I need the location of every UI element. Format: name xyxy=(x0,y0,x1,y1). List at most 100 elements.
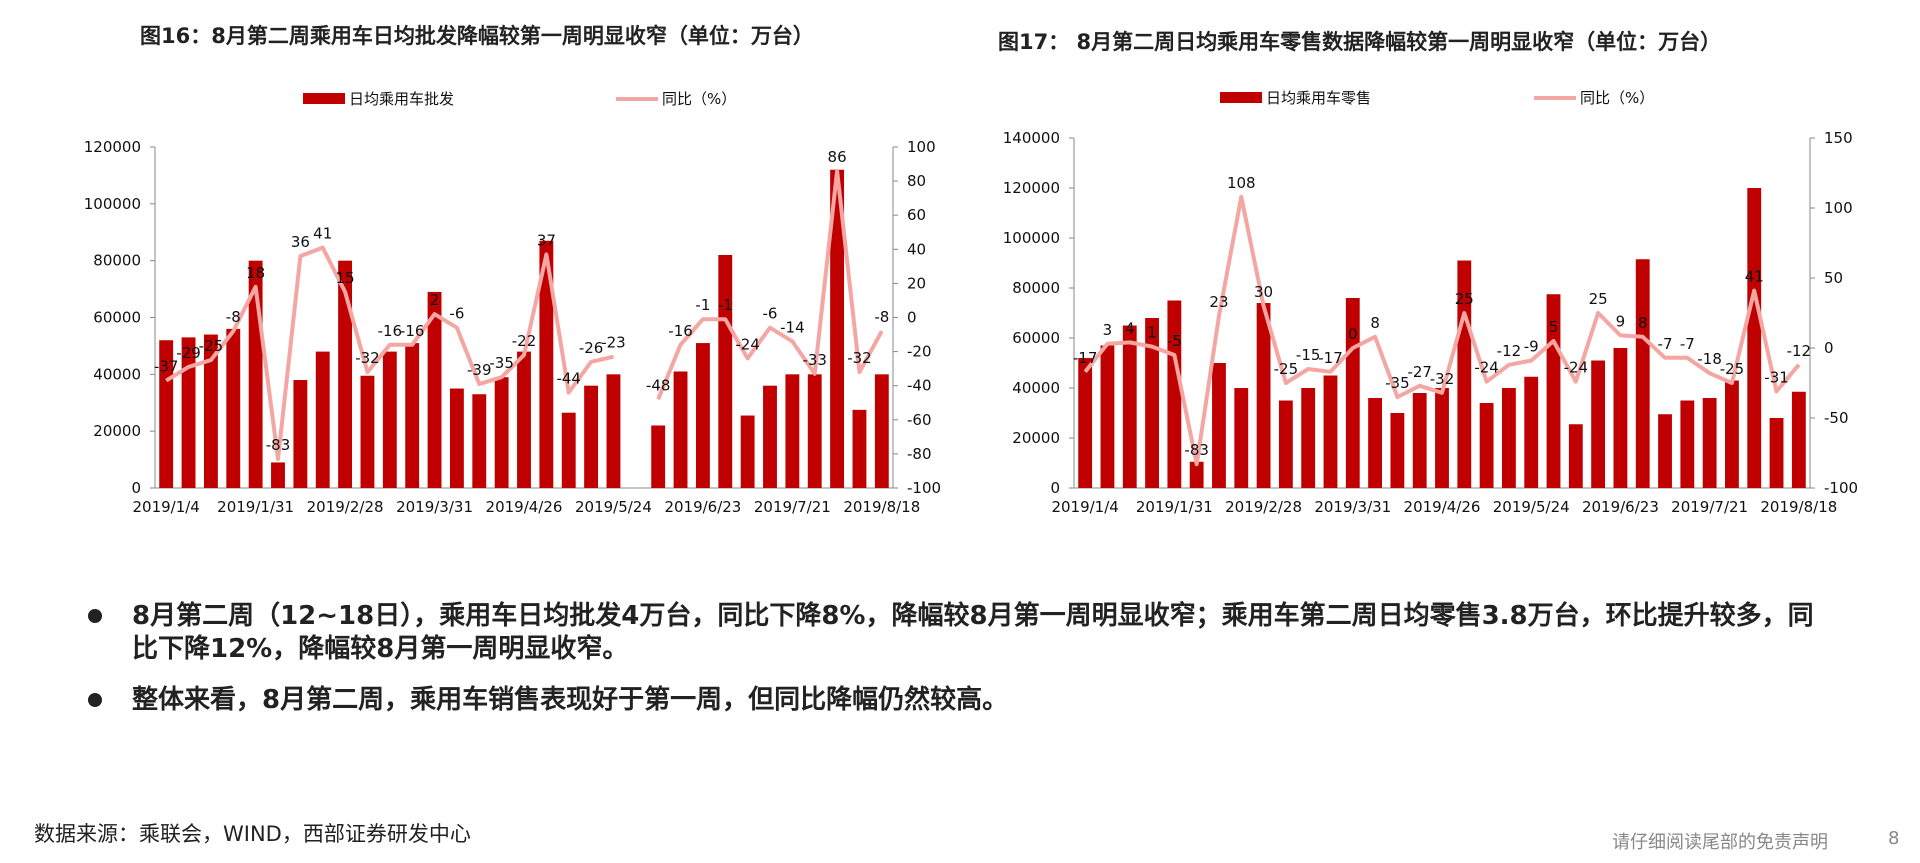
bar xyxy=(874,374,889,488)
data-label: -7 xyxy=(1658,335,1673,353)
data-label: -6 xyxy=(763,305,778,323)
bar xyxy=(807,374,822,488)
y-right-tick-label: -100 xyxy=(907,479,941,497)
y-right-tick-label: -50 xyxy=(1824,409,1849,427)
bullet-text: 整体来看，8月第二周，乘用车销售表现好于第一周，但同比降幅仍然较高。 xyxy=(132,685,1009,715)
y-left-tick-label: 140000 xyxy=(1003,129,1060,147)
bar xyxy=(449,388,464,488)
bar xyxy=(1747,188,1762,488)
data-label: -32 xyxy=(355,349,380,367)
yoy-series-line xyxy=(165,168,884,461)
bar xyxy=(1234,388,1249,488)
bar xyxy=(673,371,688,488)
data-label: -33 xyxy=(802,351,827,369)
bullet-item: 整体来看，8月第二周，乘用车销售表现好于第一周，但同比降幅仍然较高。 xyxy=(88,684,1828,717)
x-tick-label: 2019/1/31 xyxy=(1136,498,1213,516)
data-label: -12 xyxy=(1787,342,1812,360)
data-label: -23 xyxy=(601,334,626,352)
bar xyxy=(606,374,621,488)
y-right-tick-label: -60 xyxy=(907,411,932,429)
bar xyxy=(830,169,845,488)
y-right-tick-label: 40 xyxy=(907,240,926,258)
data-label: -15 xyxy=(1296,346,1321,364)
x-tick-label: 2019/5/24 xyxy=(575,498,652,516)
x-tick-label: 2019/6/23 xyxy=(664,498,741,516)
y-left-tick-label: 40000 xyxy=(1012,379,1060,397)
data-label: -83 xyxy=(1184,441,1209,459)
data-label: -29 xyxy=(176,344,201,362)
legend-label: 日均乘用车零售 xyxy=(1266,89,1371,107)
bar xyxy=(517,351,531,488)
bar xyxy=(181,337,196,488)
data-label: -16 xyxy=(668,322,693,340)
data-label: 5 xyxy=(1549,318,1559,336)
x-tick-label: 2019/4/26 xyxy=(486,498,563,516)
data-label: -27 xyxy=(1407,363,1432,381)
bar xyxy=(1635,259,1650,488)
data-label: 15 xyxy=(336,269,355,287)
data-label: -83 xyxy=(266,436,291,454)
bar xyxy=(1435,388,1449,488)
bar xyxy=(1412,393,1427,488)
data-label: -17 xyxy=(1073,349,1098,367)
x-tick-label: 2019/1/4 xyxy=(132,498,199,516)
y-right-tick-label: 50 xyxy=(1824,269,1843,287)
y-right-tick-label: -40 xyxy=(907,377,932,395)
data-label: 108 xyxy=(1227,174,1256,192)
x-tick-label: 2019/1/4 xyxy=(1051,498,1118,516)
y-right-tick-label: -20 xyxy=(907,343,932,361)
data-label: -31 xyxy=(1764,368,1789,386)
data-label: 0 xyxy=(1348,325,1358,343)
data-label: -8 xyxy=(874,308,889,326)
bullet-dot-icon xyxy=(88,609,102,623)
x-tick-label: 2019/3/31 xyxy=(1314,498,1391,516)
bar xyxy=(1368,398,1383,488)
data-label: -44 xyxy=(556,370,581,388)
data-label: -16 xyxy=(378,322,403,340)
y-left-tick-label: 20000 xyxy=(1012,429,1060,447)
data-label: -12 xyxy=(1497,342,1522,360)
data-label: 23 xyxy=(1209,293,1228,311)
y-right-tick-label: 0 xyxy=(907,309,917,327)
bar xyxy=(740,415,755,488)
legend-bar-swatch xyxy=(303,93,345,104)
y-right-tick-label: 150 xyxy=(1824,129,1853,147)
bar xyxy=(226,328,241,488)
data-label: -8 xyxy=(226,308,241,326)
data-label: 37 xyxy=(537,231,556,249)
y-right-tick-label: -100 xyxy=(1824,479,1858,497)
data-label: -14 xyxy=(780,318,805,336)
bar xyxy=(1725,380,1739,488)
data-label: 36 xyxy=(291,233,310,251)
data-label: -1 xyxy=(718,296,733,314)
bar xyxy=(561,412,576,488)
y-right-tick-label: 80 xyxy=(907,172,926,190)
bar xyxy=(1122,325,1137,488)
y-left-tick-label: 100000 xyxy=(1003,229,1060,247)
data-label: -18 xyxy=(1697,350,1722,368)
x-tick-label: 2019/7/21 xyxy=(1671,498,1748,516)
data-label: -24 xyxy=(1564,359,1589,377)
bar xyxy=(1256,303,1271,488)
data-label: -9 xyxy=(1524,338,1539,356)
y-right-tick-label: 0 xyxy=(1824,339,1834,357)
y-left-tick-label: 60000 xyxy=(93,309,141,327)
data-label: 41 xyxy=(1745,268,1764,286)
data-label: -32 xyxy=(1430,370,1455,388)
bar xyxy=(1301,388,1316,488)
disclaimer-link[interactable]: 请仔细阅读尾部的免责声明 xyxy=(1612,832,1828,853)
data-label: 8 xyxy=(1370,314,1380,332)
y-left-tick-label: 0 xyxy=(1050,479,1060,497)
bar xyxy=(494,377,509,488)
bar xyxy=(1278,400,1293,488)
bar xyxy=(1769,418,1784,488)
data-label: 41 xyxy=(313,225,332,243)
bar xyxy=(1591,360,1606,488)
data-label: -25 xyxy=(1720,360,1745,378)
bar xyxy=(1613,348,1628,488)
bar xyxy=(539,240,554,488)
y-left-tick-label: 80000 xyxy=(1012,279,1060,297)
data-label: -26 xyxy=(579,339,604,357)
data-label: 25 xyxy=(1455,290,1474,308)
legend-label: 同比（%） xyxy=(662,90,736,108)
